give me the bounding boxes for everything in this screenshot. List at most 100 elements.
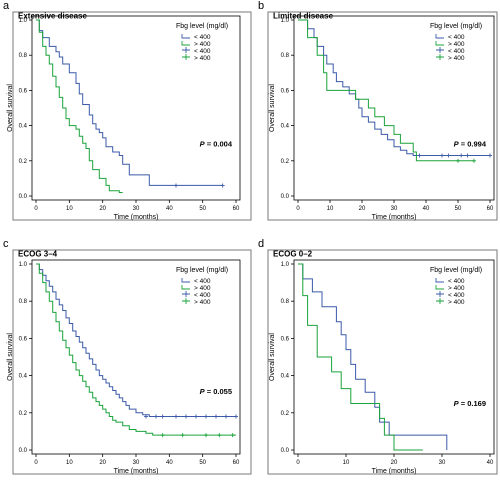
y-tick-label: 0.8 <box>19 299 28 305</box>
panel-d: d ECOG 0–2 0.0 0.2 0.4 0.6 0.8 1.0 0 10 20 30 40 Time… <box>258 238 498 475</box>
x-tick-label: 0 <box>34 206 38 212</box>
y-tick-label: 0.8 <box>19 53 28 59</box>
legend-label: > 400 <box>448 41 465 48</box>
censor-mark-below <box>224 414 228 419</box>
y-tick-label: 0.2 <box>19 411 28 417</box>
legend-plus-symbol <box>436 54 444 60</box>
censor-mark-below <box>154 414 158 419</box>
x-tick-label: 50 <box>199 206 206 212</box>
legend-label: > 400 <box>448 55 465 62</box>
legend-label: < 400 <box>194 48 211 55</box>
legend-plus-symbol <box>436 47 444 53</box>
panel-frame <box>12 11 252 221</box>
legend-title: Fbg level (mg/dl) <box>430 267 482 274</box>
legend-plus-symbol <box>182 291 190 297</box>
km-curve-above <box>298 263 423 451</box>
legend-line-symbol <box>435 34 444 39</box>
x-axis-label: Time (months) <box>372 214 417 221</box>
censor-mark-below <box>194 414 198 419</box>
y-tick-label: 1.0 <box>281 262 290 268</box>
x-tick-label: 20 <box>99 460 106 466</box>
x-tick-label: 30 <box>133 460 140 466</box>
legend-line-symbol <box>181 278 190 283</box>
panel-letter: a <box>3 0 10 12</box>
y-tick-label: 0.8 <box>281 53 290 59</box>
y-tick-label: 0.6 <box>19 88 28 94</box>
legend-line-symbol <box>181 41 190 46</box>
x-tick-label: 60 <box>233 460 240 466</box>
p-value-number: = 0.994 <box>459 140 487 149</box>
x-tick-label: 50 <box>199 460 206 466</box>
legend-label: < 400 <box>448 34 465 41</box>
km-curve-above <box>298 19 474 162</box>
p-symbol: P <box>200 387 206 396</box>
censor-mark-below <box>160 414 165 419</box>
panel-letter: d <box>258 238 264 250</box>
legend-label: < 400 <box>194 34 211 41</box>
y-tick-label: 0.0 <box>19 448 28 454</box>
censor-mark-below <box>234 414 238 419</box>
y-axis-label: Overall survival <box>7 84 14 132</box>
y-tick-label: 0.4 <box>281 124 290 130</box>
panel-frame <box>12 249 252 475</box>
y-tick-label: 0.4 <box>19 124 28 130</box>
legend-label: < 400 <box>448 278 465 285</box>
censor-mark-below <box>174 183 178 188</box>
y-tick-label: 0.6 <box>281 336 290 342</box>
censor-mark-below <box>204 414 208 419</box>
legend-label: < 400 <box>448 48 465 55</box>
x-tick-label: 30 <box>391 206 398 212</box>
p-value: P = 0.169 <box>454 399 486 408</box>
x-tick-label: 10 <box>66 206 73 212</box>
x-tick-label: 20 <box>359 206 366 212</box>
panel-letter: b <box>258 0 264 12</box>
legend-label: > 400 <box>194 55 211 62</box>
legend-label: < 400 <box>194 292 211 299</box>
censor-mark-below <box>417 153 422 158</box>
legend-plus-symbol <box>182 47 190 53</box>
y-tick-label: 0.0 <box>281 194 290 200</box>
x-tick-label: 40 <box>423 206 430 212</box>
y-axis-label: Overall survival <box>269 84 276 132</box>
censor-mark-below <box>144 414 148 419</box>
y-tick-label: 0.4 <box>19 374 28 380</box>
p-symbol: P <box>454 140 460 149</box>
legend-label: > 400 <box>194 285 211 292</box>
legend-line-symbol <box>435 285 444 290</box>
censor-mark-below <box>488 153 492 158</box>
x-tick-label: 40 <box>487 460 494 466</box>
censor-mark-below <box>174 414 178 419</box>
y-tick-label: 1.0 <box>281 18 290 24</box>
legend-label: > 400 <box>448 299 465 306</box>
legend-label: < 400 <box>448 292 465 299</box>
legend-line-symbol <box>181 34 190 39</box>
censor-mark-above <box>472 158 476 163</box>
panel-c: c ECOG 3–4 0.0 0.2 0.4 0.6 0.8 1.0 0 10 20 30 40 50 60… <box>3 238 252 475</box>
panel-letter: c <box>3 238 9 250</box>
x-tick-label: 60 <box>487 206 494 212</box>
panel-frame <box>267 11 498 221</box>
x-tick-label: 0 <box>34 460 38 466</box>
x-axis-label: Time (months) <box>114 468 159 475</box>
y-tick-label: 0.4 <box>281 374 290 380</box>
p-symbol: P <box>454 399 460 408</box>
legend-label: > 400 <box>194 41 211 48</box>
censor-mark-above <box>217 433 222 438</box>
km-curve-below <box>36 19 223 186</box>
x-tick-label: 40 <box>166 460 173 466</box>
legend-line-symbol <box>435 278 444 283</box>
km-curve-above <box>36 19 123 193</box>
p-value: P = 0.055 <box>200 387 232 396</box>
x-tick-label: 40 <box>166 206 173 212</box>
legend-label: > 400 <box>448 285 465 292</box>
legend-plus-symbol <box>436 298 444 304</box>
x-tick-label: 10 <box>327 206 334 212</box>
legend-title: Fbg level (mg/dl) <box>176 23 228 30</box>
p-value: P = 0.994 <box>454 140 487 149</box>
censor-mark-below <box>459 153 464 158</box>
x-axis-label: Time (months) <box>372 468 417 475</box>
y-tick-label: 0.0 <box>281 448 290 454</box>
censor-mark-above <box>160 433 165 438</box>
